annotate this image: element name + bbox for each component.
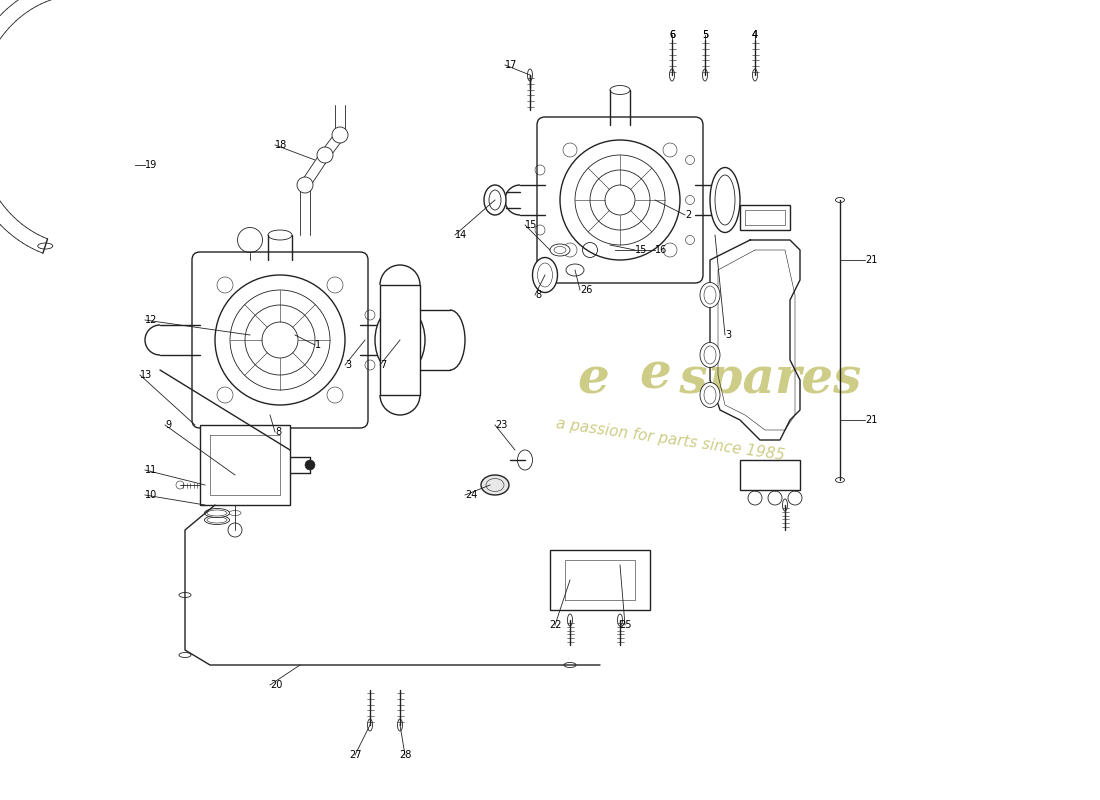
Ellipse shape xyxy=(700,382,720,407)
Ellipse shape xyxy=(375,305,425,375)
Ellipse shape xyxy=(484,185,506,215)
Ellipse shape xyxy=(550,244,570,256)
Polygon shape xyxy=(200,425,290,505)
Text: 3: 3 xyxy=(725,330,732,340)
Text: 5: 5 xyxy=(702,30,708,40)
Text: 6: 6 xyxy=(669,30,675,40)
FancyBboxPatch shape xyxy=(192,252,368,428)
Text: 12: 12 xyxy=(145,315,157,325)
Text: 6: 6 xyxy=(669,30,675,40)
Text: 17: 17 xyxy=(505,60,517,70)
Polygon shape xyxy=(740,460,800,490)
Text: 21: 21 xyxy=(865,415,878,425)
Polygon shape xyxy=(740,205,790,230)
Text: 22: 22 xyxy=(549,620,561,630)
Text: 8: 8 xyxy=(275,427,282,437)
Text: 1: 1 xyxy=(315,340,321,350)
Ellipse shape xyxy=(481,475,509,495)
Text: 24: 24 xyxy=(465,490,477,500)
Text: 15: 15 xyxy=(635,245,648,255)
Text: 18: 18 xyxy=(275,140,287,150)
Text: 21: 21 xyxy=(865,255,878,265)
Text: 15: 15 xyxy=(525,220,538,230)
FancyBboxPatch shape xyxy=(537,117,703,283)
Text: e    spares: e spares xyxy=(579,355,861,405)
Text: 26: 26 xyxy=(580,285,593,295)
Circle shape xyxy=(297,177,313,193)
Polygon shape xyxy=(379,285,420,395)
Circle shape xyxy=(332,127,348,143)
Ellipse shape xyxy=(710,167,740,233)
Ellipse shape xyxy=(205,509,230,518)
Text: 4: 4 xyxy=(752,30,758,40)
Text: 28: 28 xyxy=(399,750,411,760)
Text: 4: 4 xyxy=(752,30,758,40)
Text: 3: 3 xyxy=(345,360,351,370)
Text: e: e xyxy=(639,350,671,399)
Ellipse shape xyxy=(205,515,230,525)
Ellipse shape xyxy=(700,342,720,367)
Text: 27: 27 xyxy=(349,750,361,760)
Ellipse shape xyxy=(532,258,558,293)
Text: 5: 5 xyxy=(702,30,708,40)
Text: a passion for parts since 1985: a passion for parts since 1985 xyxy=(554,417,785,463)
Circle shape xyxy=(305,460,315,470)
Text: 9: 9 xyxy=(165,420,172,430)
Text: 20: 20 xyxy=(270,680,283,690)
Text: 23: 23 xyxy=(495,420,507,430)
Text: 13: 13 xyxy=(140,370,152,380)
Text: 16: 16 xyxy=(654,245,668,255)
Circle shape xyxy=(317,147,333,163)
Text: 25: 25 xyxy=(618,620,631,630)
Text: 7: 7 xyxy=(379,360,386,370)
Text: 19: 19 xyxy=(145,160,157,170)
Ellipse shape xyxy=(700,282,720,307)
Text: 14: 14 xyxy=(455,230,468,240)
Text: 2: 2 xyxy=(685,210,691,220)
Text: 10: 10 xyxy=(145,490,157,500)
Polygon shape xyxy=(550,550,650,610)
Text: 11: 11 xyxy=(145,465,157,475)
Text: 8: 8 xyxy=(535,290,541,300)
